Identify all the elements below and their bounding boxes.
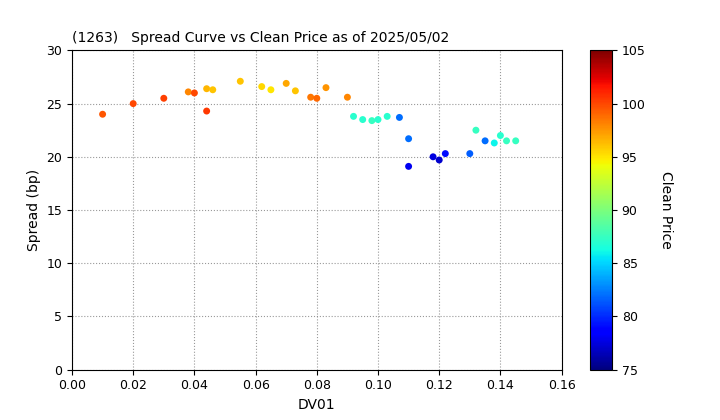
Point xyxy=(403,163,415,170)
X-axis label: DV01: DV01 xyxy=(298,398,336,412)
Point xyxy=(207,87,219,93)
Point xyxy=(382,113,393,120)
Point xyxy=(289,87,301,94)
Point xyxy=(501,137,513,144)
Y-axis label: Spread (bp): Spread (bp) xyxy=(27,169,41,251)
Point xyxy=(189,89,200,96)
Point xyxy=(433,157,445,163)
Point xyxy=(348,113,359,120)
Point xyxy=(305,94,317,100)
Point xyxy=(281,80,292,87)
Point xyxy=(489,139,500,146)
Point xyxy=(403,135,415,142)
Point xyxy=(480,137,491,144)
Point xyxy=(470,127,482,134)
Point xyxy=(510,137,521,144)
Point xyxy=(96,111,108,118)
Point xyxy=(464,150,476,157)
Point xyxy=(311,95,323,102)
Point xyxy=(183,89,194,95)
Point xyxy=(265,87,276,93)
Point xyxy=(341,94,353,100)
Y-axis label: Clean Price: Clean Price xyxy=(660,171,673,249)
Point xyxy=(201,85,212,92)
Point xyxy=(372,116,384,123)
Point xyxy=(256,83,268,90)
Point xyxy=(235,78,246,84)
Point xyxy=(158,95,170,102)
Point xyxy=(439,150,451,157)
Point xyxy=(127,100,139,107)
Text: (1263)   Spread Curve vs Clean Price as of 2025/05/02: (1263) Spread Curve vs Clean Price as of… xyxy=(72,31,449,45)
Point xyxy=(495,132,506,139)
Point xyxy=(201,108,212,114)
Point xyxy=(428,153,439,160)
Point xyxy=(357,116,369,123)
Point xyxy=(366,117,377,124)
Point xyxy=(320,84,332,91)
Point xyxy=(394,114,405,121)
